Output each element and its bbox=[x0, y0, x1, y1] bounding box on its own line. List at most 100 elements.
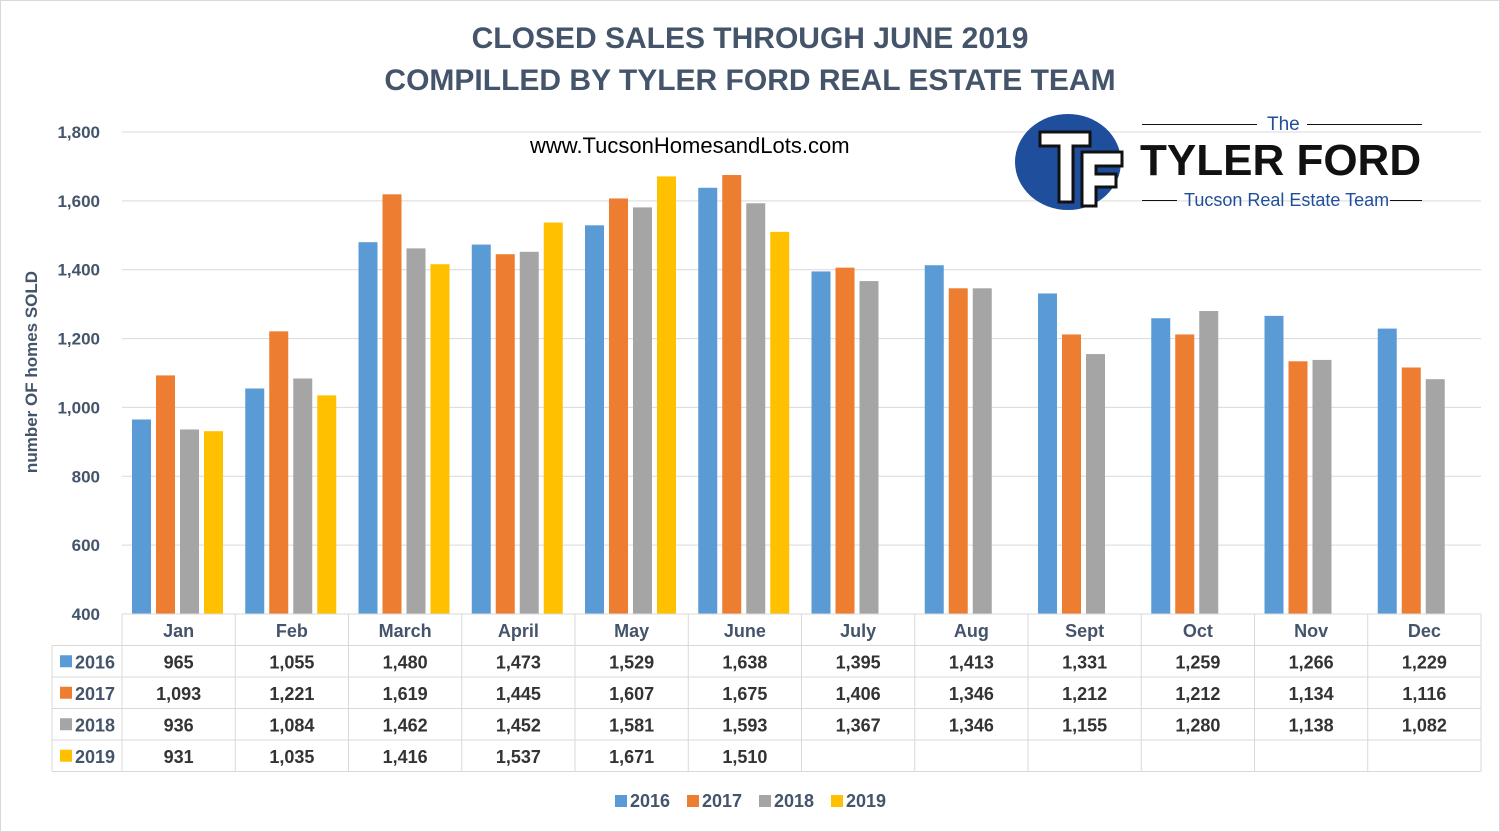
bar bbox=[770, 231, 790, 615]
legend-key bbox=[759, 795, 771, 807]
bar bbox=[633, 207, 652, 615]
data-value: 1,416 bbox=[383, 747, 428, 767]
x-tick-label: Dec bbox=[1408, 621, 1441, 641]
data-value: 1,280 bbox=[1175, 715, 1220, 735]
bar bbox=[180, 429, 199, 614]
x-tick-label: April bbox=[498, 621, 539, 641]
logo-bottom-line-left bbox=[1142, 200, 1177, 201]
bar bbox=[495, 254, 515, 614]
data-value: 1,671 bbox=[609, 747, 654, 767]
y-axis-label: number OF homes SOLD bbox=[22, 270, 41, 474]
legend-label: 2019 bbox=[846, 791, 886, 811]
data-value: 1,406 bbox=[836, 684, 881, 704]
bar bbox=[1425, 379, 1445, 614]
logo-top-line-left bbox=[1142, 124, 1257, 125]
data-value: 1,510 bbox=[722, 747, 767, 767]
bar bbox=[1199, 311, 1219, 614]
data-value: 931 bbox=[164, 747, 194, 767]
x-tick-label: May bbox=[614, 621, 649, 641]
logo-bottom-line-right bbox=[1390, 200, 1422, 201]
bar bbox=[293, 378, 313, 614]
y-tick-label: 1,400 bbox=[57, 261, 100, 280]
data-value: 1,055 bbox=[269, 652, 314, 672]
data-value: 1,035 bbox=[269, 747, 314, 767]
x-tick-label: June bbox=[724, 621, 766, 641]
bar bbox=[859, 281, 879, 614]
bar bbox=[657, 176, 676, 615]
bar bbox=[1401, 367, 1421, 614]
legend-key bbox=[831, 795, 843, 807]
logo-the-text: The bbox=[1267, 114, 1300, 135]
logo-subtitle-text: Tucson Real Estate Team bbox=[1184, 190, 1390, 210]
data-value: 1,229 bbox=[1402, 652, 1447, 672]
y-tick-label: 1,000 bbox=[57, 398, 100, 417]
bar bbox=[811, 271, 831, 614]
table-series-label: 2017 bbox=[75, 684, 115, 704]
bar bbox=[609, 198, 628, 614]
tf-monogram-icon bbox=[1038, 130, 1124, 208]
legend-key bbox=[687, 795, 699, 807]
data-value: 1,084 bbox=[269, 715, 314, 735]
bar bbox=[156, 375, 175, 614]
data-value: 1,607 bbox=[609, 684, 654, 704]
table-series-label: 2016 bbox=[75, 652, 115, 672]
data-value: 1,346 bbox=[949, 684, 994, 704]
data-value: 1,537 bbox=[496, 747, 541, 767]
data-value: 1,462 bbox=[383, 715, 428, 735]
x-tick-label: March bbox=[379, 621, 432, 641]
data-value: 1,395 bbox=[836, 652, 881, 672]
legend-key bbox=[615, 795, 627, 807]
bar bbox=[1264, 315, 1284, 614]
bar bbox=[245, 388, 265, 614]
y-tick-label: 800 bbox=[72, 467, 100, 486]
data-value: 1,367 bbox=[836, 715, 881, 735]
bar bbox=[722, 175, 742, 615]
data-value: 1,093 bbox=[156, 684, 201, 704]
bar bbox=[1086, 354, 1105, 614]
data-value: 1,221 bbox=[269, 684, 314, 704]
x-tick-label: Feb bbox=[276, 621, 308, 641]
bar bbox=[471, 244, 491, 614]
data-value: 965 bbox=[164, 652, 194, 672]
bar bbox=[269, 331, 289, 614]
x-tick-label: Jan bbox=[163, 621, 194, 641]
y-tick-label: 1,800 bbox=[57, 123, 100, 142]
table-legend-key bbox=[60, 749, 72, 762]
table-legend-key bbox=[60, 686, 72, 699]
y-tick-label: 1,600 bbox=[57, 192, 100, 211]
data-value: 936 bbox=[164, 715, 194, 735]
data-value: 1,480 bbox=[383, 652, 428, 672]
data-value: 1,082 bbox=[1402, 715, 1447, 735]
tyler-ford-logo: The TYLER FORD Tucson Real Estate Team bbox=[1012, 112, 1432, 212]
data-value: 1,346 bbox=[949, 715, 994, 735]
logo-top-line-right bbox=[1307, 124, 1422, 125]
data-value: 1,155 bbox=[1062, 715, 1107, 735]
data-value: 1,619 bbox=[383, 684, 428, 704]
data-value: 1,212 bbox=[1175, 684, 1220, 704]
data-value: 1,138 bbox=[1289, 715, 1334, 735]
bar bbox=[972, 288, 992, 614]
data-value: 1,593 bbox=[722, 715, 767, 735]
y-tick-label: 1,200 bbox=[57, 330, 100, 349]
table-legend-key bbox=[60, 655, 72, 668]
bar bbox=[746, 203, 766, 614]
bar bbox=[835, 267, 855, 614]
data-value: 1,452 bbox=[496, 715, 541, 735]
bar bbox=[132, 419, 151, 614]
table-series-label: 2019 bbox=[75, 747, 115, 767]
data-value: 1,529 bbox=[609, 652, 654, 672]
data-value: 1,259 bbox=[1175, 652, 1220, 672]
bar bbox=[924, 265, 944, 614]
logo-name-text: TYLER FORD bbox=[1140, 136, 1422, 185]
data-value: 1,134 bbox=[1289, 684, 1334, 704]
y-tick-label: 600 bbox=[72, 536, 100, 555]
bar bbox=[519, 251, 539, 614]
bar bbox=[382, 194, 402, 614]
bar bbox=[585, 225, 604, 614]
legend-label: 2018 bbox=[774, 791, 814, 811]
data-value: 1,581 bbox=[609, 715, 654, 735]
table-legend-key bbox=[60, 718, 72, 731]
data-value: 1,212 bbox=[1062, 684, 1107, 704]
bar bbox=[1312, 359, 1332, 614]
